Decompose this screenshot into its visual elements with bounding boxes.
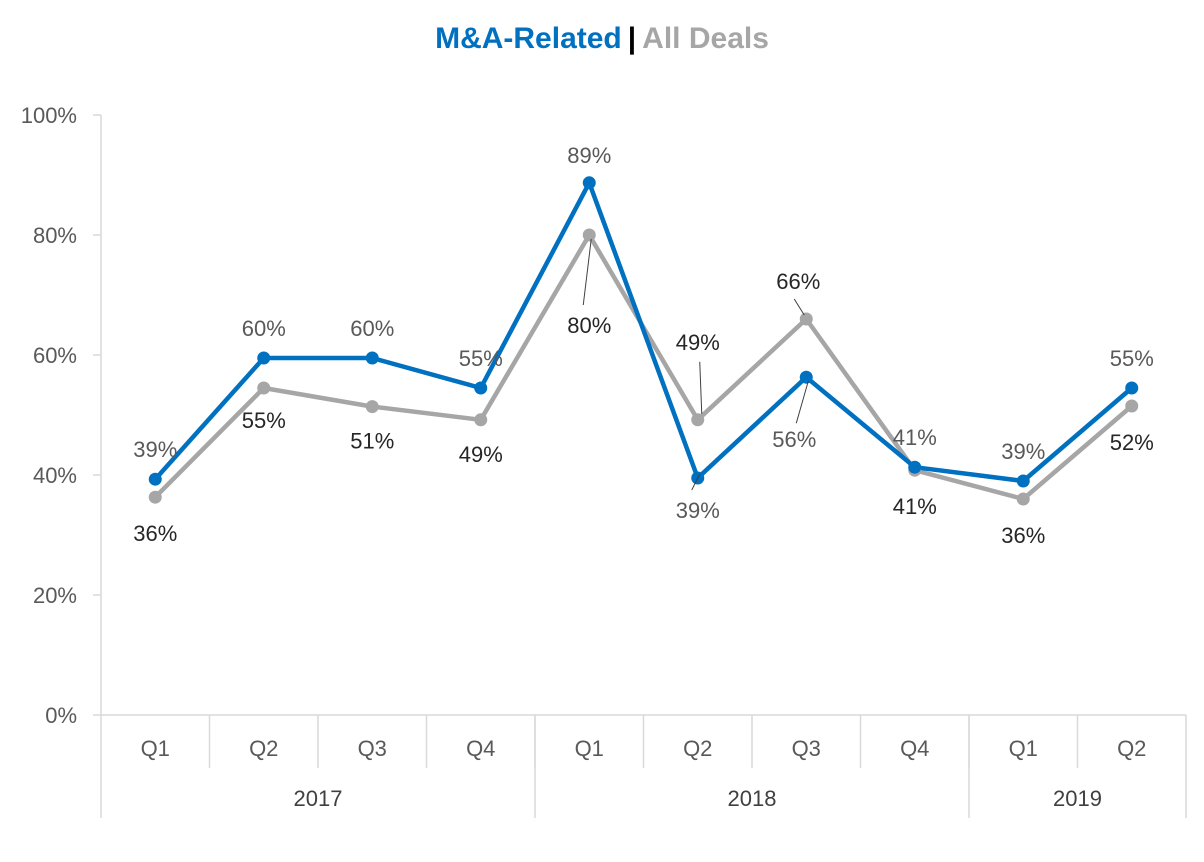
- data-point-all-deals: [1016, 492, 1030, 506]
- leader-line: [795, 381, 809, 424]
- data-point-all-deals: [474, 413, 488, 427]
- data-label-ma-related: 55%: [1110, 346, 1154, 371]
- data-point-ma-related: [908, 460, 922, 474]
- x-tick-label: Q1: [141, 736, 170, 761]
- data-label-ma-related: 56%: [772, 427, 816, 452]
- y-tick-label: 100%: [21, 103, 77, 128]
- data-point-ma-related: [1016, 474, 1030, 488]
- y-tick-label: 80%: [33, 223, 77, 248]
- x-tick-label: Q3: [792, 736, 821, 761]
- data-label-ma-related: 39%: [133, 437, 177, 462]
- y-tick-label: 20%: [33, 583, 77, 608]
- data-label-all-deals: 80%: [567, 313, 611, 338]
- x-tick-label: Q4: [466, 736, 495, 761]
- data-point-all-deals: [1125, 399, 1139, 413]
- data-label-all-deals: 51%: [350, 429, 394, 454]
- data-label-all-deals: 36%: [133, 521, 177, 546]
- x-tick-label: Q1: [1009, 736, 1038, 761]
- leader-line: [699, 361, 703, 414]
- leader-line: [793, 298, 805, 316]
- data-label-all-deals: 52%: [1110, 430, 1154, 455]
- x-tick-label: Q2: [249, 736, 278, 761]
- data-point-all-deals: [148, 490, 162, 504]
- data-point-all-deals: [691, 413, 705, 427]
- data-label-all-deals: 49%: [676, 330, 720, 355]
- data-point-all-deals: [365, 400, 379, 414]
- data-label-ma-related: 41%: [893, 425, 937, 450]
- leader-line: [582, 238, 592, 306]
- data-label-all-deals: 49%: [459, 442, 503, 467]
- data-label-ma-related: 60%: [350, 316, 394, 341]
- data-label-all-deals: 36%: [1001, 523, 1045, 548]
- title-series-a: M&A-Related: [435, 22, 622, 55]
- series-line-ma-related: [153, 180, 1134, 484]
- data-point-ma-related: [582, 176, 596, 190]
- data-point-ma-related: [799, 370, 813, 384]
- x-tick-label: Q2: [1117, 736, 1146, 761]
- x-group-label: 2018: [728, 786, 777, 811]
- data-label-all-deals: 55%: [242, 408, 286, 433]
- data-label-all-deals: 41%: [893, 494, 937, 519]
- series-line-all-deals: [153, 232, 1134, 502]
- data-point-ma-related: [257, 351, 271, 365]
- data-point-all-deals: [799, 312, 813, 326]
- chart-title: M&A-Related | All Deals: [0, 22, 1204, 56]
- data-label-ma-related: 55%: [459, 346, 503, 371]
- x-tick-label: Q4: [900, 736, 929, 761]
- data-point-all-deals: [257, 381, 271, 395]
- x-group-label: 2017: [294, 786, 343, 811]
- data-label-ma-related: 39%: [676, 498, 720, 523]
- data-point-ma-related: [148, 472, 162, 486]
- data-label-ma-related: 39%: [1001, 439, 1045, 464]
- x-tick-label: Q2: [683, 736, 712, 761]
- y-tick-label: 60%: [33, 343, 77, 368]
- title-separator: |: [627, 22, 637, 55]
- title-series-b: All Deals: [642, 22, 769, 55]
- x-tick-label: Q1: [575, 736, 604, 761]
- data-point-ma-related: [365, 351, 379, 365]
- data-label-all-deals: 66%: [776, 269, 820, 294]
- leader-line: [691, 473, 701, 491]
- x-tick-label: Q3: [358, 736, 387, 761]
- data-label-ma-related: 89%: [567, 143, 611, 168]
- x-group-label: 2019: [1053, 786, 1102, 811]
- data-label-ma-related: 60%: [242, 316, 286, 341]
- data-point-all-deals: [582, 228, 596, 242]
- y-tick-label: 0%: [45, 703, 77, 728]
- data-point-ma-related: [1125, 381, 1139, 395]
- y-tick-label: 40%: [33, 463, 77, 488]
- data-point-ma-related: [474, 381, 488, 395]
